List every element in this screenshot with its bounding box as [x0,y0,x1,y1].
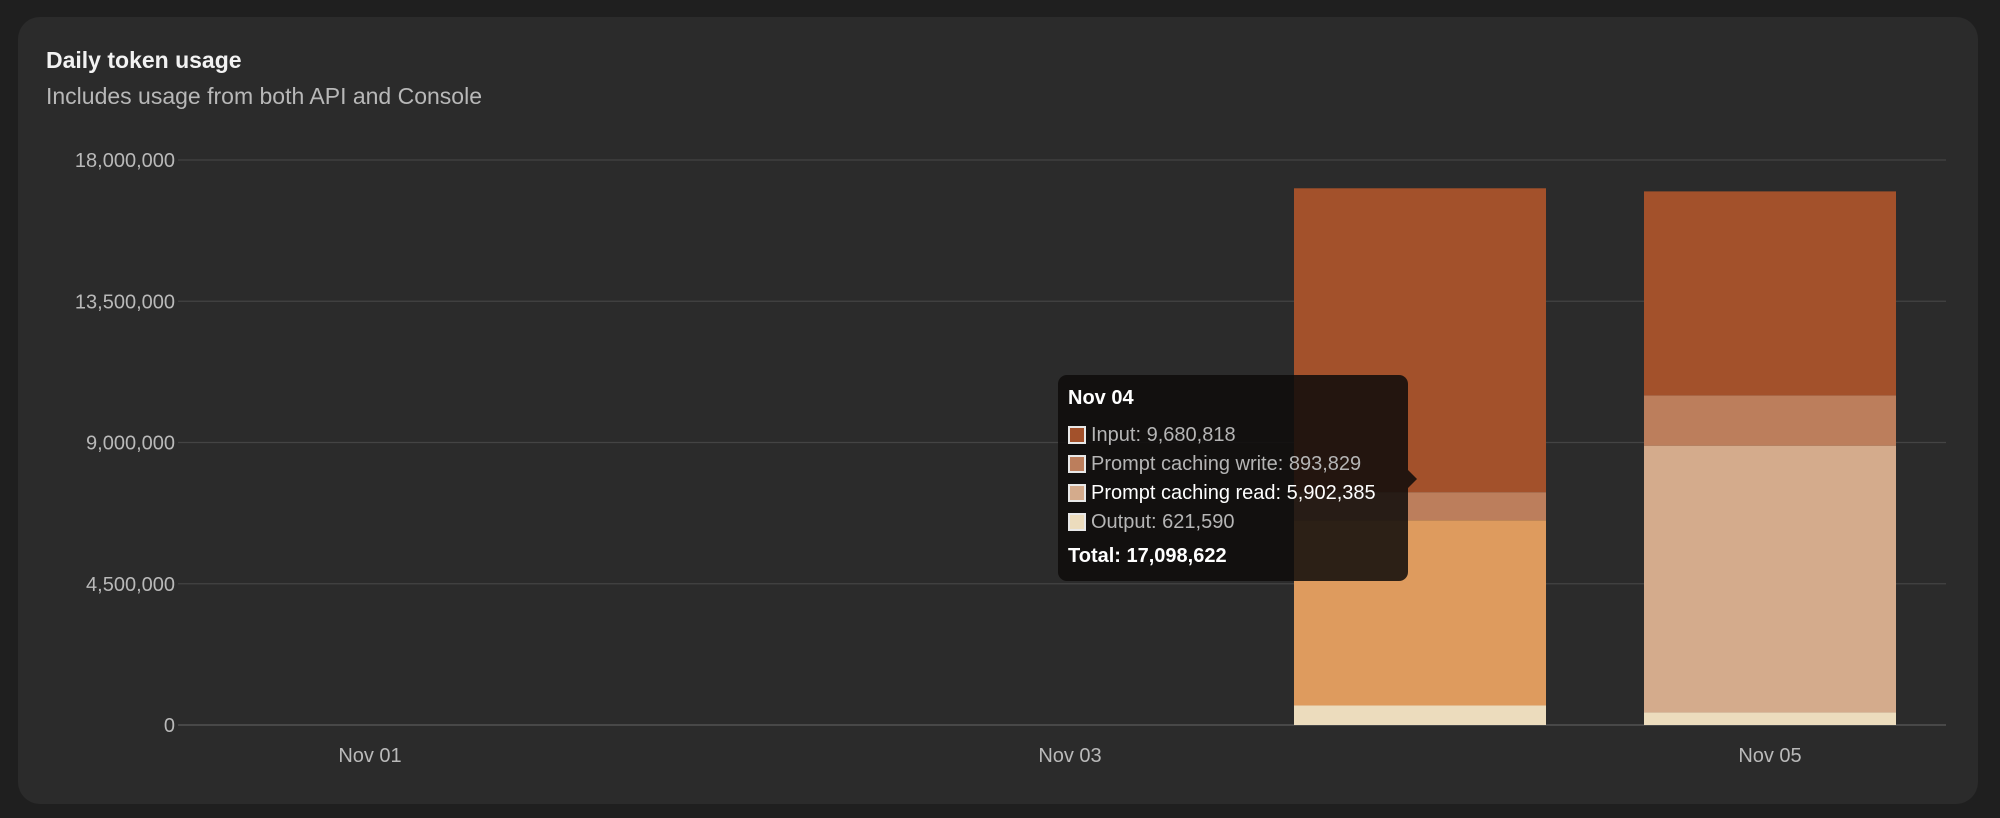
x-axis-ticks: Nov 01 Nov 03 Nov 05 [338,745,1801,767]
y-tick-label: 0 [164,715,175,737]
bar-nov-05-prompt-caching-write[interactable] [1644,395,1896,446]
y-tick-label: 4,500,000 [86,574,175,596]
tooltip-total: Total: 17,098,622 [1068,545,1227,567]
prompt-caching-write-swatch [1068,455,1086,473]
tooltip-row-label: Output: 621,590 [1091,510,1235,533]
y-axis-ticks: 0 4,500,000 9,000,000 13,500,000 18,000,000 [75,150,175,737]
bar-nov-05-prompt-caching-read[interactable] [1644,445,1896,713]
bar-nov-05-input[interactable] [1644,191,1896,396]
y-tick-label: 9,000,000 [86,433,175,455]
tooltip-row-label: Prompt caching read: 5,902,385 [1091,481,1376,504]
tooltip-row-prompt-caching-read: Prompt caching read: 5,902,385 [1068,481,1376,505]
chart-tooltip: Nov 04 Input: 9,680,818 Prompt caching w… [1058,375,1417,581]
chart-title: Daily token usage [46,47,242,73]
bar-nov-04-output[interactable] [1294,705,1546,725]
y-tick-label: 13,500,000 [75,291,175,313]
x-tick-label: Nov 05 [1738,745,1801,767]
tooltip-row-label: Prompt caching write: 893,829 [1091,452,1362,475]
tooltip-row-label: Input: 9,680,818 [1091,423,1236,446]
tooltip-date: Nov 04 [1068,387,1134,409]
output-swatch [1068,513,1086,531]
chart-subtitle: Includes usage from both API and Console [46,83,483,109]
tooltip-row-input: Input: 9,680,818 [1068,423,1236,447]
bars[interactable] [1294,188,1896,725]
input-swatch [1068,426,1086,444]
tooltip-row-output: Output: 621,590 [1068,510,1234,534]
x-tick-label: Nov 03 [1038,745,1101,767]
y-tick-label: 18,000,000 [75,150,175,172]
bar-nov-05-output[interactable] [1644,712,1896,725]
tooltip-row-prompt-caching-write: Prompt caching write: 893,829 [1068,452,1361,476]
prompt-caching-read-swatch [1068,484,1086,502]
x-tick-label: Nov 01 [338,745,401,767]
